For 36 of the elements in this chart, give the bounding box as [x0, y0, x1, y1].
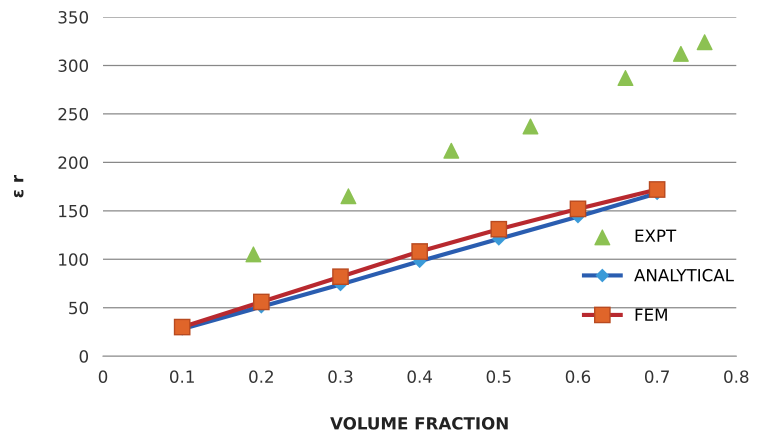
point	[252, 294, 270, 310]
y-tick-label: 200	[58, 156, 88, 169]
x-tick-label: 0.8	[724, 370, 748, 383]
point	[174, 318, 190, 336]
y-axis-title: ε r	[14, 174, 24, 198]
point	[522, 118, 538, 134]
point	[411, 243, 428, 260]
y-tick-label: 100	[59, 253, 88, 266]
x-axis-title: VOLUME FRACTION	[330, 417, 508, 430]
x-tick-label: 0.6	[566, 370, 590, 383]
point	[490, 220, 508, 238]
point	[672, 46, 689, 62]
point	[245, 246, 262, 262]
x-tick-label: 0	[98, 370, 108, 383]
point	[332, 268, 349, 286]
point	[570, 200, 586, 218]
x-tick-label: 0.3	[328, 370, 352, 383]
legend-label: EXPT	[636, 230, 676, 242]
y-tick-label: 150	[59, 204, 88, 218]
legend-label: FEM	[636, 308, 667, 321]
y-tick-label: 350	[58, 10, 88, 24]
y-tick-label: 300	[58, 59, 88, 72]
y-tick-label: 0	[80, 350, 88, 363]
point	[648, 181, 666, 198]
legend-label: ANALYTICAL	[634, 268, 734, 282]
x-tick-label: 0.2	[249, 370, 273, 383]
point	[617, 70, 634, 86]
x-tick-label: 0.5	[486, 370, 511, 383]
x-tick-label: 0.4	[407, 370, 432, 383]
x-tick-label: 0.1	[170, 370, 194, 383]
point	[340, 188, 356, 204]
point	[696, 34, 713, 50]
y-tick-label: 50	[69, 302, 88, 314]
x-tick-label: 0.7	[644, 370, 669, 383]
y-tick-label: 250	[58, 108, 88, 120]
point	[443, 142, 460, 159]
